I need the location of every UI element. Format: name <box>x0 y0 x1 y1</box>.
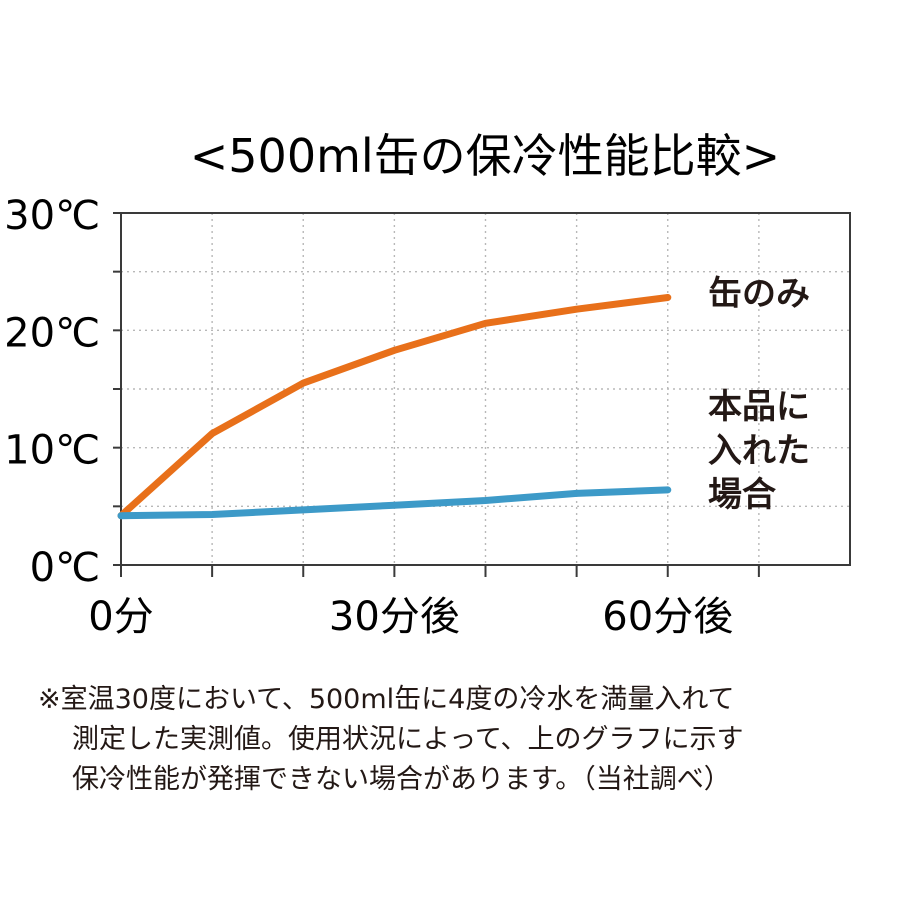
series-line-2 <box>117 486 672 520</box>
series-lines <box>117 294 672 520</box>
grid <box>121 213 850 565</box>
series-label-1: 缶のみ <box>708 274 810 314</box>
series-line-1 <box>117 294 672 520</box>
footnote-line-3: 保冷性能が発揮できない場合があります。（当社調べ） <box>72 764 731 795</box>
y-tick-label: 0℃ <box>30 545 100 591</box>
chart-title: <500ml缶の保冷性能比較> <box>190 129 780 183</box>
axes: 0℃ 10℃ 20℃ 30℃ 0分 30分後 60分後 <box>4 193 851 640</box>
footnote-line-1: ※室温30度において、500ml缶に4度の冷水を満量入れて <box>38 684 735 715</box>
x-tick-label: 0分 <box>88 594 153 640</box>
footnote: ※室温30度において、500ml缶に4度の冷水を満量入れて 測定した実測値。使用… <box>38 680 878 800</box>
x-tick-label: 60分後 <box>602 594 733 640</box>
footnote-line-2: 測定した実測値。使用状況によって、上のグラフに示す <box>72 724 744 755</box>
series-label-2: 入れた <box>708 431 810 471</box>
y-tick-label: 20℃ <box>4 310 100 356</box>
x-tick-label: 30分後 <box>329 594 460 640</box>
y-tick-label: 10℃ <box>4 428 100 474</box>
series-label-2: 場合 <box>708 475 776 515</box>
y-tick-label: 30℃ <box>4 193 100 239</box>
series-label-2: 本品に <box>708 387 810 427</box>
